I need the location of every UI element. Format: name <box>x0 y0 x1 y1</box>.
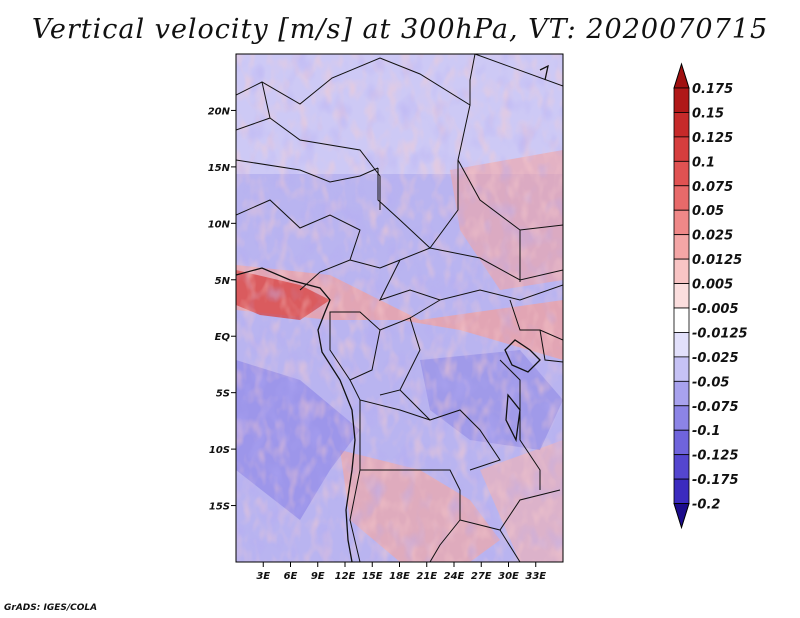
colorbar-level-label: 0.125 <box>692 131 733 146</box>
colorbar-level-label: -0.1 <box>692 424 720 439</box>
colorbar-level-label: -0.075 <box>692 400 739 415</box>
colorbar-level-label: 0.075 <box>692 180 733 195</box>
lat-tick-label: 10N <box>208 219 231 230</box>
lat-tick-label: 5S <box>216 389 230 400</box>
lon-tick-label: 9E <box>311 571 325 582</box>
lon-tick-label: 24E <box>444 571 465 582</box>
colorbar-swatch <box>673 283 690 309</box>
colorbar-swatch <box>673 429 690 456</box>
lon-tick-label: 27E <box>471 571 492 582</box>
colorbar-swatch <box>673 234 690 260</box>
lat-tick-label: 5N <box>215 276 231 287</box>
lon-tick-label: 12E <box>335 571 356 582</box>
lon-tick-label: 33E <box>525 571 546 582</box>
colorbar-level-label: 0.1 <box>692 155 715 170</box>
map-plot-area <box>236 54 563 562</box>
lat-tick-label: 10S <box>209 445 230 456</box>
colorbar-level-label: 0.05 <box>692 204 724 219</box>
lat-tick-label: 20N <box>208 106 231 117</box>
colorbar-level-label: -0.0125 <box>692 326 748 341</box>
lon-tick-label: 6E <box>284 571 298 582</box>
colorbar-level-label: 0.0125 <box>692 253 742 268</box>
colorbar-swatch <box>673 332 690 358</box>
colorbar-swatch <box>673 405 690 431</box>
colorbar-level-label: -0.125 <box>692 449 739 464</box>
colorbar-level-label: 0.005 <box>692 278 733 293</box>
colorbar-swatch <box>673 258 690 284</box>
colorbar-swatch <box>673 185 690 211</box>
lon-tick-label: 21E <box>416 571 437 582</box>
colorbar-swatch <box>673 307 690 333</box>
colorbar-swatch <box>673 87 690 113</box>
colorbar-swatch <box>673 380 690 407</box>
colorbar-level-label: -0.2 <box>692 498 720 513</box>
colorbar-top-arrow <box>673 62 690 89</box>
lon-tick-label: 15E <box>362 571 383 582</box>
colorbar-swatch <box>673 478 690 504</box>
colorbar: 0.175 0.15 0.125 0.1 0.075 0.05 0.025 0.0125 0.0… <box>673 62 748 530</box>
colorbar-swatch <box>673 160 690 187</box>
chart-title: Vertical velocity [m/s] at 300hPa, VT: 2… <box>31 14 769 45</box>
lon-tick-label: 30E <box>498 571 519 582</box>
colorbar-swatch <box>673 454 690 480</box>
colorbar-swatch <box>673 112 690 138</box>
colorbar-level-label: 0.15 <box>692 106 724 121</box>
colorbar-level-label: -0.175 <box>692 473 739 488</box>
lat-tick-label: 15N <box>208 163 231 174</box>
lon-tick-label: 18E <box>389 571 410 582</box>
colorbar-level-label: -0.025 <box>692 351 739 366</box>
colorbar-level-label: 0.025 <box>692 229 733 244</box>
colorbar-level-label: -0.005 <box>692 302 739 317</box>
coastlines <box>236 64 549 562</box>
axis-ticks: 3E 6E 9E 12E 15E 18E 21E 24E 27E 30E 33E 20N 15N 10N 5… <box>208 106 547 582</box>
colorbar-swatch <box>673 136 690 162</box>
country-borders <box>236 54 563 562</box>
colorbar-bottom-arrow <box>673 503 690 530</box>
velocity-field-texture-blue <box>236 54 563 562</box>
lat-tick-label: EQ <box>215 332 231 343</box>
grads-credit: GrADS: IGES/COLA <box>4 603 98 613</box>
colorbar-swatch <box>673 356 690 382</box>
lat-tick-label: 15S <box>209 502 230 513</box>
colorbar-level-label: -0.05 <box>692 375 729 390</box>
lon-tick-label: 3E <box>256 571 270 582</box>
colorbar-swatch <box>673 209 690 236</box>
colorbar-level-label: 0.175 <box>692 82 733 97</box>
